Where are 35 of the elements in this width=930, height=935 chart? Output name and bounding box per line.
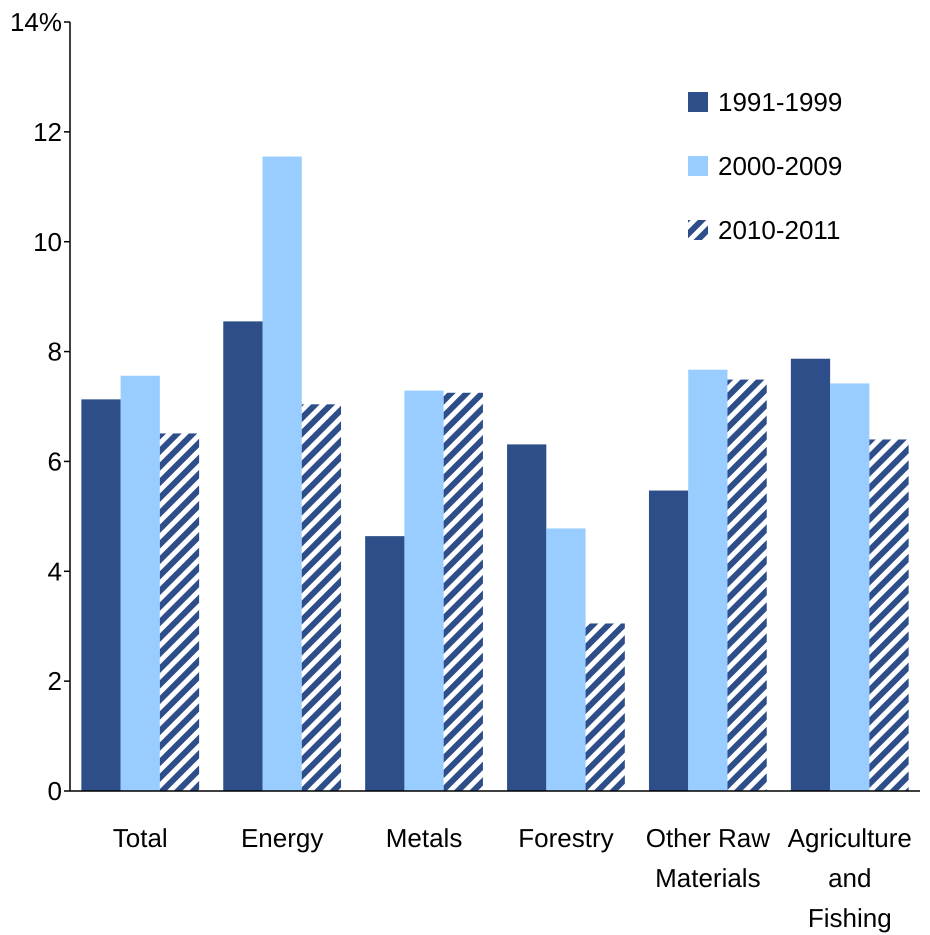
bar bbox=[546, 528, 586, 791]
bar bbox=[365, 536, 404, 791]
y-tick-label: 12 bbox=[33, 116, 62, 147]
x-tick-label: Agriculture and Fishing bbox=[788, 823, 912, 933]
x-tick-label: Total bbox=[112, 823, 168, 853]
y-tick-label: 4 bbox=[48, 556, 62, 586]
bar bbox=[586, 623, 625, 791]
legend-label: 2000-2009 bbox=[718, 151, 842, 182]
bar bbox=[120, 376, 160, 791]
bar bbox=[648, 490, 688, 791]
y-tick-label: 8 bbox=[48, 336, 62, 367]
bar bbox=[404, 390, 444, 791]
y-tick-label: 6 bbox=[48, 446, 62, 477]
bar bbox=[223, 321, 263, 791]
legend-label: 1991-1999 bbox=[718, 87, 842, 118]
bar bbox=[507, 444, 546, 791]
bar bbox=[688, 370, 728, 791]
bar bbox=[790, 358, 830, 791]
bar bbox=[160, 433, 200, 791]
bar bbox=[302, 404, 342, 791]
y-tick-label: 10 bbox=[33, 226, 62, 257]
x-tick-label: Forestry bbox=[518, 823, 614, 853]
bar bbox=[262, 156, 302, 791]
bar bbox=[727, 380, 767, 791]
x-tick-label: Other Raw Materials bbox=[646, 823, 770, 893]
x-tick-label: Energy bbox=[240, 823, 324, 853]
y-tick-label: 0 bbox=[48, 776, 62, 806]
x-tick-label: Metals bbox=[386, 823, 462, 853]
legend-label: 2010-2011 bbox=[718, 215, 840, 246]
bar bbox=[869, 439, 909, 791]
y-tick-label: 2 bbox=[48, 666, 62, 696]
bar bbox=[830, 383, 870, 791]
bar bbox=[444, 392, 483, 791]
bar bbox=[81, 399, 121, 791]
y-tick-label: 14% bbox=[10, 7, 62, 38]
